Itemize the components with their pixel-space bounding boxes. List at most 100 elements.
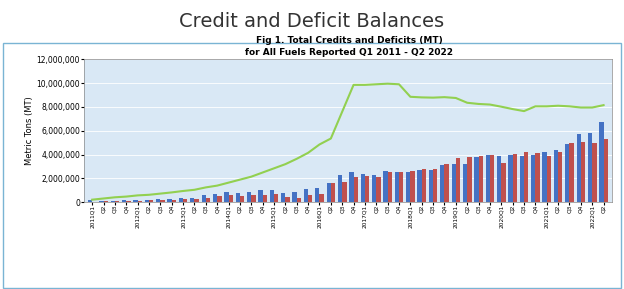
Cummulative Bank [305, 151, 312, 155]
Cummulative Bank [157, 192, 164, 195]
Bar [411, 171, 415, 202]
Bar [342, 182, 346, 202]
Bar [160, 200, 165, 202]
Bar [213, 194, 217, 202]
Bar [395, 173, 399, 202]
Cummulative Bank [588, 106, 596, 109]
Cummulative Bank [327, 137, 334, 140]
Cummulative Bank [395, 83, 402, 86]
Cummulative Bank [429, 96, 437, 99]
Bar [365, 176, 369, 202]
Bar [570, 143, 574, 202]
Bar [145, 200, 149, 202]
Bar [319, 194, 324, 202]
Cummulative Bank [213, 184, 221, 187]
Cummulative Bank [100, 197, 107, 200]
Bar [592, 143, 597, 202]
Bar [463, 164, 467, 202]
Bar [172, 200, 176, 202]
Cummulative Bank [441, 95, 448, 99]
Bar [179, 198, 183, 202]
Bar [122, 200, 126, 202]
Cummulative Bank [111, 196, 119, 199]
Bar [224, 192, 228, 202]
Cummulative Bank [338, 110, 346, 114]
Cummulative Bank [418, 96, 426, 99]
Cummulative Bank [293, 157, 301, 160]
Bar [115, 201, 119, 202]
Bar [565, 144, 570, 202]
Cummulative Bank [281, 162, 289, 166]
Cummulative Bank [191, 188, 198, 192]
Bar [258, 190, 263, 202]
Bar [138, 201, 142, 202]
Cummulative Bank [543, 105, 550, 108]
Bar [485, 155, 490, 202]
Bar [558, 152, 562, 202]
Bar [190, 198, 195, 202]
Bar [603, 139, 608, 202]
Cummulative Bank [475, 102, 482, 106]
Bar [388, 173, 392, 202]
Bar [195, 199, 199, 202]
Bar [501, 163, 505, 202]
Bar [422, 169, 426, 202]
Bar [524, 152, 529, 202]
Cummulative Bank [532, 105, 539, 108]
Bar [308, 195, 313, 202]
Bar [535, 153, 540, 202]
Bar [542, 152, 547, 202]
Bar [315, 188, 319, 202]
Bar [479, 156, 483, 202]
Cummulative Bank [236, 178, 243, 181]
Bar [126, 201, 130, 202]
Cummulative Bank [350, 83, 358, 87]
Bar [247, 192, 251, 202]
Bar [553, 150, 558, 202]
Bar [99, 201, 104, 202]
Text: Fig 1. Total Credits and Deficits (MT)
for All Fuels Reported Q1 2011 - Q2 2022: Fig 1. Total Credits and Deficits (MT) f… [245, 36, 454, 57]
Bar [456, 158, 460, 202]
Y-axis label: Metric Tons (MT): Metric Tons (MT) [25, 97, 34, 165]
Cummulative Bank [384, 82, 391, 86]
Bar [581, 142, 585, 202]
Bar [281, 193, 285, 202]
Bar [110, 201, 115, 202]
Cummulative Bank [248, 175, 255, 178]
Bar [240, 196, 244, 202]
Line: Cummulative Bank: Cummulative Bank [92, 84, 603, 200]
Bar [134, 200, 138, 202]
Cummulative Bank [145, 193, 153, 197]
Cummulative Bank [89, 198, 96, 201]
Cummulative Bank [179, 189, 187, 193]
Bar [399, 173, 403, 202]
Bar [444, 164, 449, 202]
Cummulative Bank [361, 83, 369, 87]
Cummulative Bank [134, 194, 142, 197]
Bar [417, 170, 422, 202]
Bar [236, 193, 240, 202]
Bar [547, 156, 551, 202]
Bar [349, 173, 354, 202]
Bar [167, 199, 172, 202]
Bar [88, 200, 92, 202]
Cummulative Bank [259, 171, 266, 174]
Bar [183, 199, 187, 202]
Bar [588, 133, 592, 202]
Bar [202, 195, 206, 202]
Cummulative Bank [520, 109, 528, 113]
Bar [354, 177, 358, 202]
Cummulative Bank [464, 101, 471, 105]
Bar [599, 123, 603, 202]
Bar [497, 156, 501, 202]
Bar [452, 164, 456, 202]
Bar [531, 155, 535, 202]
Bar [149, 200, 154, 202]
Bar [509, 155, 513, 202]
Cummulative Bank [566, 105, 573, 108]
Cummulative Bank [316, 143, 323, 146]
Cummulative Bank [407, 95, 414, 99]
Bar [297, 198, 301, 202]
Bar [474, 157, 479, 202]
Bar [270, 190, 274, 202]
